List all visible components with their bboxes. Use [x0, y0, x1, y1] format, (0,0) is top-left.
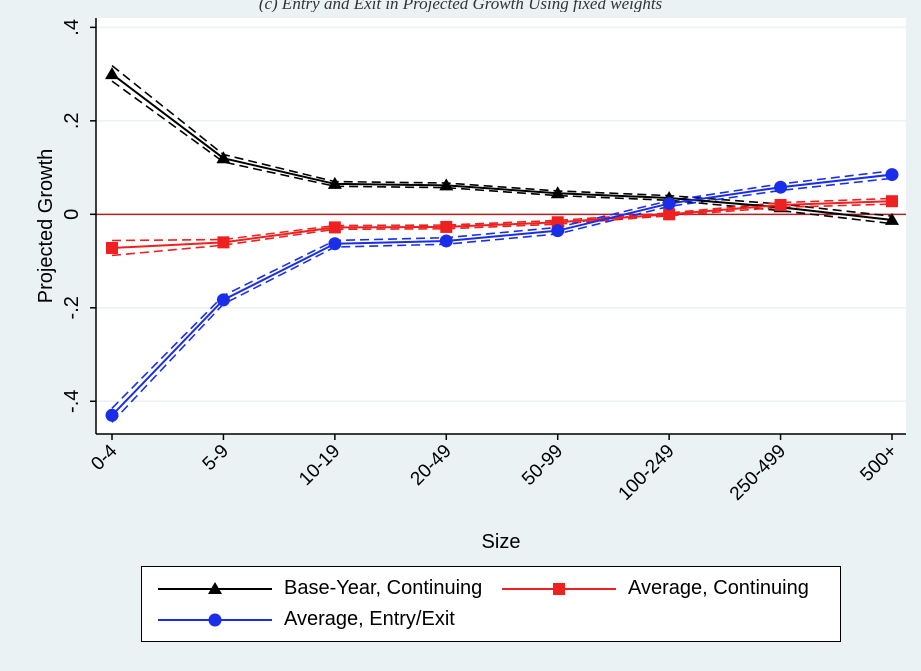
y-axis-label: Projected Growth [35, 149, 57, 304]
ci-band-line [111, 197, 893, 242]
x-tick-label: 500+ [856, 441, 901, 486]
legend-label: Average, Entry/Exit [284, 608, 455, 630]
data-point [105, 408, 119, 422]
legend-item-base-year: Base-Year, Continuing [156, 577, 482, 600]
x-tick-label: 50-99 [518, 441, 567, 490]
circle-marker-icon [158, 613, 272, 626]
ci-band-line [111, 170, 893, 409]
data-point [662, 197, 676, 211]
data-point [886, 195, 898, 208]
legend-item-average-entry-exit: Average, Entry/Exit [156, 608, 455, 631]
data-point [885, 168, 899, 182]
square-marker-icon [502, 582, 616, 595]
data-point [663, 208, 676, 221]
axes [90, 18, 906, 440]
series-lines [111, 73, 893, 416]
x-tick-labels: 0-4 5-9 10-19 20-49 50-99 100-249 250-499 500+ [87, 440, 901, 504]
x-tick-label: 10-19 [295, 441, 344, 490]
data-point [440, 220, 453, 233]
chart-legend: Base-Year, Continuing Average, Continuin… [141, 566, 841, 642]
data-point [774, 198, 787, 211]
legend-label: Average, Continuing [628, 577, 809, 599]
data-point [551, 224, 565, 238]
y-tick-label: -.4 [61, 390, 83, 413]
data-point [105, 67, 119, 80]
data-point [439, 234, 453, 248]
data-point [439, 178, 454, 191]
x-axis-label: Size [482, 531, 521, 553]
legend-item-average-continuing: Average, Continuing [500, 577, 809, 600]
plot-area [96, 18, 906, 434]
grid-lines [96, 26, 906, 403]
y-tick-label: .2 [61, 112, 83, 129]
data-point [328, 221, 341, 234]
data-point [550, 186, 565, 199]
figure-caption: (c) Entry and Exit in Projected Growth U… [258, 0, 663, 12]
y-tick-labels: -.4 -.2 0 .2 .4 [61, 19, 83, 413]
data-point [217, 236, 230, 249]
line-chart: -.4 -.2 0 .2 .4 0-4 5-9 10-19 20-49 50-99 100-249… [35, 18, 906, 553]
y-tick-label: .4 [61, 19, 83, 36]
data-point [216, 151, 231, 164]
confidence-bands [111, 65, 893, 423]
series-line [111, 173, 893, 416]
x-tick-label: 20-49 [407, 441, 456, 490]
data-point [328, 237, 342, 251]
series-markers [105, 67, 899, 422]
x-tick-label: 250-499 [726, 441, 790, 505]
series-line [111, 200, 893, 249]
x-tick-label: 5-9 [199, 441, 233, 475]
ci-band-line [111, 203, 893, 257]
ci-band-line [111, 177, 893, 423]
triangle-marker-icon [158, 581, 272, 594]
data-point [885, 212, 899, 225]
y-tick-label: -.2 [61, 296, 83, 319]
x-tick-label: 100-249 [615, 441, 679, 505]
y-tick-label: 0 [61, 209, 83, 220]
data-point [106, 241, 118, 254]
data-point [216, 293, 230, 307]
ci-band-line [111, 65, 893, 217]
data-point [774, 180, 788, 194]
x-tick-label: 0-4 [87, 440, 122, 475]
legend-label: Base-Year, Continuing [284, 577, 483, 599]
data-point [327, 176, 342, 189]
